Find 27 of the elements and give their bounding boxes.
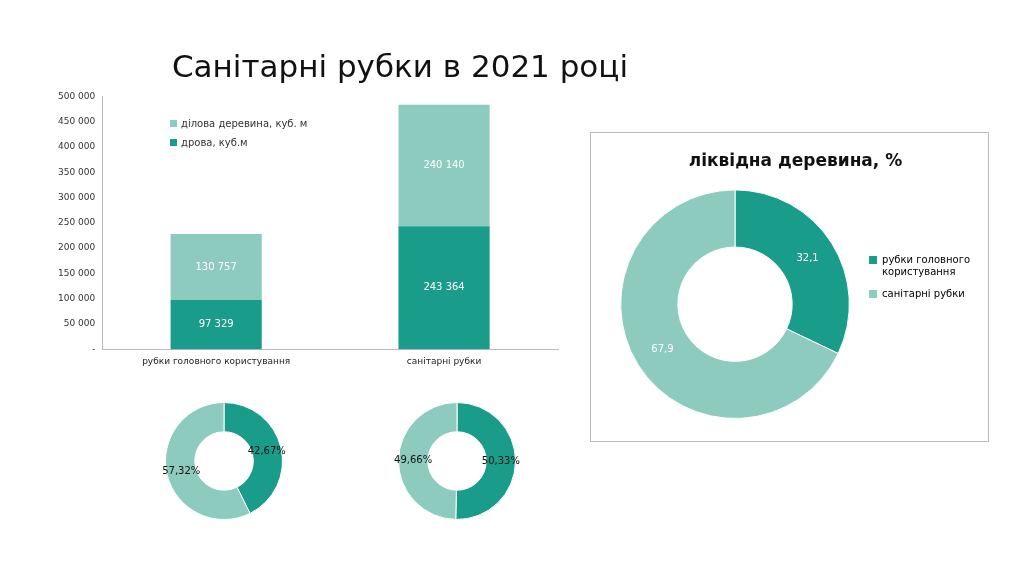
y-tick-label: 50 000 — [63, 318, 96, 329]
chart-title: Санітарні рубки в 2021 році — [170, 48, 630, 84]
data-label: 240 140 — [423, 159, 465, 171]
y-tick-label: - — [91, 343, 96, 354]
data-label: 32,1 — [796, 252, 819, 264]
y-tick-label: 250 000 — [58, 217, 96, 228]
bar — [170, 299, 262, 350]
chart-title: ліквідна деревина, % — [688, 149, 903, 170]
y-tick-label: 450 000 — [58, 116, 96, 127]
data-label: 243 364 — [423, 281, 465, 293]
y-tick-label: 150 000 — [58, 267, 96, 278]
y-tick-label: 400 000 — [58, 141, 96, 152]
data-label: 130 757 — [195, 260, 237, 272]
data-label: 67,9 — [651, 343, 674, 355]
bar — [170, 233, 262, 300]
y-tick-label: 350 000 — [58, 166, 96, 177]
bar — [398, 104, 490, 227]
y-tick-label: 100 000 — [58, 292, 96, 303]
legend-label: ділова деревина, куб. м — [181, 118, 308, 129]
legend-label: дрова, куб.м — [181, 137, 248, 148]
y-tick-label: 200 000 — [58, 242, 96, 253]
y-tick-label: 300 000 — [58, 191, 96, 202]
legend-label: рубки головного користування — [882, 253, 971, 277]
y-tick-label: 500 000 — [58, 90, 96, 101]
data-label: 97 329 — [198, 318, 234, 330]
legend-label: санітарні рубки — [882, 287, 965, 299]
bar — [398, 226, 490, 350]
